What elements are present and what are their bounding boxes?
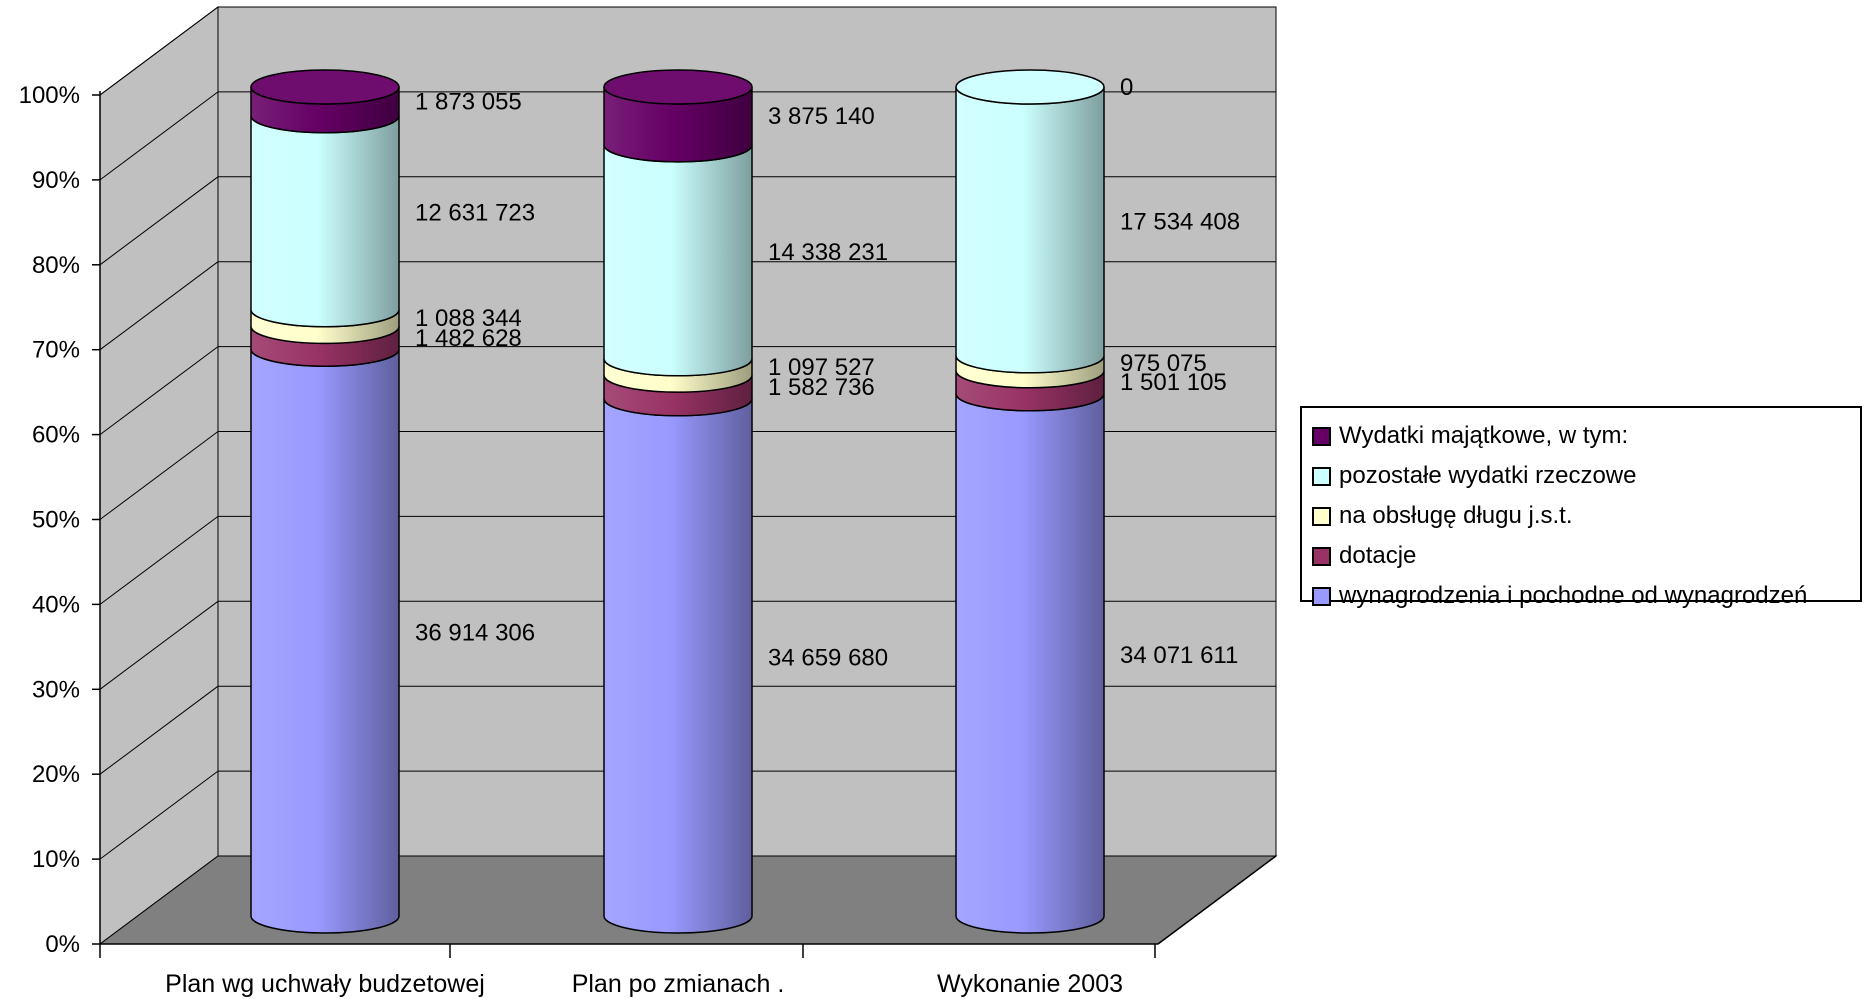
legend-item-dlug: na obsługę długu j.s.t.	[1312, 496, 1850, 536]
segment-0	[250, 349, 400, 934]
legend-label-pozostale: pozostałe wydatki rzeczowe	[1339, 462, 1637, 489]
y-axis-tick-labels: 0% 10% 20% 30% 40% 50% 60% 70% 80% 90% 100%	[19, 82, 80, 958]
data-label: 1 088 344	[415, 305, 522, 332]
y-tick-label: 80%	[32, 252, 80, 279]
y-tick-label: 40%	[32, 591, 80, 618]
data-label: 1 097 527	[768, 354, 875, 381]
gridline-side	[99, 685, 219, 775]
data-label: 36 914 306	[415, 620, 535, 647]
x-axis-tick-labels: Plan wg uchwały budzetowej Plan po zmiana…	[165, 970, 1123, 998]
segment-3	[603, 144, 753, 377]
data-label: 34 071 611	[1120, 642, 1238, 669]
segment-0	[603, 398, 753, 934]
chart-cylinders	[250, 69, 1105, 934]
gridline-side	[99, 176, 219, 266]
gridline-side	[99, 600, 219, 690]
cylinder-2	[603, 69, 753, 934]
cylinder-3	[955, 69, 1105, 934]
y-tick-label: 60%	[32, 422, 80, 449]
data-label: 3 875 140	[768, 103, 875, 130]
x-tick-label: Plan wg uchwały budzetowej	[165, 970, 485, 998]
cylinder-top-cap	[603, 69, 753, 105]
legend-label-majatkowe: Wydatki majątkowe, w tym:	[1339, 422, 1629, 449]
cylinder-top-cap	[250, 69, 400, 105]
legend-swatch-dotacje	[1312, 546, 1331, 566]
data-label: 0	[1120, 74, 1133, 101]
legend-swatch-dlug	[1312, 506, 1331, 526]
y-tick-label: 50%	[32, 507, 80, 534]
y-tick-label: 100%	[19, 82, 80, 109]
cylinder-1	[250, 69, 400, 934]
y-tick-label: 0%	[45, 931, 80, 958]
data-label: 1 501 105	[1120, 369, 1227, 396]
gridline-side	[99, 770, 219, 860]
gridline-side	[99, 261, 219, 351]
data-label: 1 482 628	[415, 325, 522, 352]
gridline-side	[99, 6, 219, 96]
data-label: 34 659 680	[768, 644, 888, 671]
legend-label-dotacje: dotacje	[1339, 542, 1417, 569]
data-label: 1 873 055	[415, 88, 522, 115]
axes	[92, 91, 1277, 958]
x-tick-label: Wykonanie 2003	[937, 970, 1123, 998]
y-tick-label: 30%	[32, 676, 80, 703]
gridline-side	[99, 515, 219, 605]
legend-swatch-wynagrodzenia	[1312, 586, 1331, 606]
chart-legend: Wydatki majątkowe, w tym: pozostałe wyda…	[1300, 406, 1862, 608]
legend-item-pozostale: pozostałe wydatki rzeczowe	[1312, 456, 1850, 496]
gridline-side	[99, 91, 219, 181]
y-tick-label: 10%	[32, 846, 80, 873]
legend-label-wynagrodzenia: wynagrodzenia i pochodne od wynagrodzeń	[1339, 582, 1808, 609]
legend-item-wynagrodzenia: wynagrodzenia i pochodne od wynagrodzeń	[1312, 576, 1850, 616]
legend-item-majatkowe: Wydatki majątkowe, w tym:	[1312, 416, 1850, 456]
legend-swatch-majatkowe	[1312, 426, 1331, 446]
gridline-side	[99, 431, 219, 520]
segment-3	[250, 115, 400, 328]
legend-label-dlug: na obsługę długu j.s.t.	[1339, 502, 1573, 529]
data-label: 975 075	[1120, 350, 1207, 377]
y-tick-label: 90%	[32, 167, 80, 194]
segment-0	[955, 393, 1105, 934]
y-tick-label: 20%	[32, 761, 80, 788]
data-label: 1 582 736	[768, 374, 875, 401]
x-tick-label: Plan po zmianach .	[572, 970, 785, 998]
data-label: 12 631 723	[415, 200, 535, 227]
y-tick-label: 70%	[32, 337, 80, 364]
legend-item-dotacje: dotacje	[1312, 536, 1850, 576]
segment-3	[955, 86, 1105, 374]
legend-swatch-pozostale	[1312, 466, 1331, 486]
data-label: 14 338 231	[768, 239, 888, 266]
gridline-side	[99, 346, 219, 436]
data-label: 17 534 408	[1120, 208, 1240, 235]
cylinder-top-cap	[955, 69, 1105, 105]
floor-edge	[1157, 855, 1277, 945]
